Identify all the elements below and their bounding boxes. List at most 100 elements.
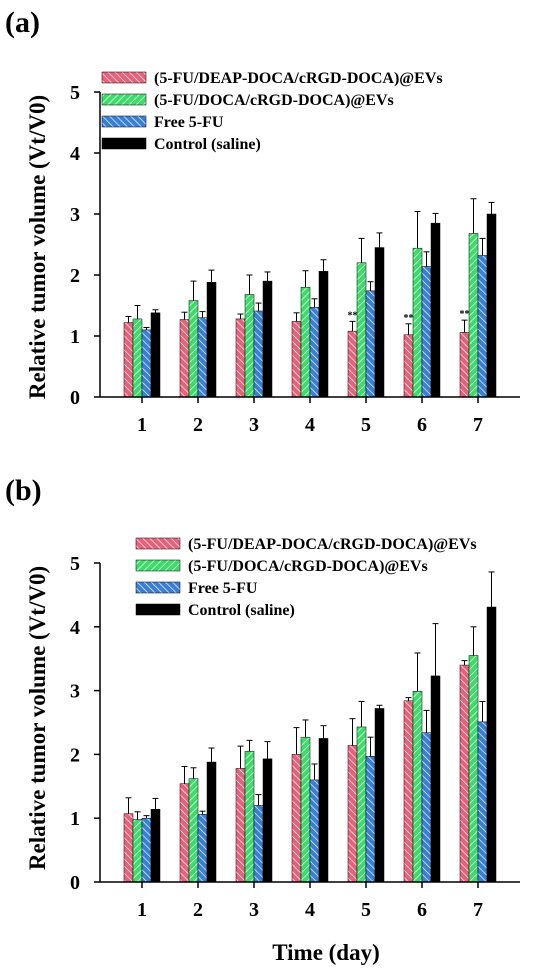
charta-bar-s0-c2 (235, 318, 246, 398)
y-axis-label-b: Relative tumor volume (Vt/V0) (25, 566, 50, 870)
chartb-ytick-label-1: 1 (70, 808, 80, 830)
y-axis-label-a: Relative tumor volume (Vt/V0) (25, 95, 50, 399)
chartb-bar-s3-c6 (486, 606, 497, 883)
chartb-legend-label-2: Free 5-FU (188, 580, 258, 597)
chartb-bar-s2-c6 (477, 721, 488, 883)
charta-ytick-label-3: 3 (70, 204, 80, 226)
chartb-xtick-label-5: 6 (417, 899, 427, 921)
chartb-bar-s3-c1 (206, 761, 217, 883)
plot-b: 0 1 2 3 4 5 1 2 3 4 5 6 7 (5-FU/DEAP-DOCA/cRGD-DOCA)@… (70, 536, 520, 921)
chartb-bar-s0-c3 (291, 754, 302, 883)
charta-ytick-label-4: 4 (70, 143, 80, 165)
chartb-xtick-label-6: 7 (473, 899, 483, 921)
chartb-legend-swatch-0 (135, 537, 181, 550)
chartb-ytick-label-4: 4 (70, 617, 80, 639)
chartb-bar-s2-c3 (309, 779, 320, 883)
chartb-bar-s3-c5 (430, 675, 441, 883)
charta-xtick-label-6: 7 (473, 414, 483, 436)
chartb-legend-label-0: (5-FU/DEAP-DOCA/cRGD-DOCA)@EVs (188, 536, 477, 553)
chartb-legend-swatch-1 (135, 559, 181, 572)
charta-bar-s2-c4 (365, 290, 376, 398)
charta-bar-s2-c3 (309, 307, 320, 398)
charta-bar-s0-c1 (179, 319, 190, 398)
charta-legend-label-1: (5-FU/DOCA/cRGD-DOCA)@EVs (154, 92, 394, 109)
chartb-xtick-label-4: 5 (361, 899, 371, 921)
panel-label-a: (a) (5, 6, 40, 39)
chartb-bar-s1-c3 (300, 736, 311, 883)
charta-bar-s1-c0 (132, 318, 143, 398)
charta-bar-s2-c6 (477, 255, 488, 398)
charta-legend-label-3: Control (saline) (154, 136, 261, 153)
charta-legend-swatch-1 (101, 93, 147, 106)
chartb-xtick-label-3: 4 (305, 899, 315, 921)
chartb-bar-s2-c1 (197, 814, 208, 883)
chartb-bar-s3-c4 (374, 708, 385, 883)
charta-bar-s1-c3 (300, 286, 311, 398)
charta-bar-s3-c0 (150, 312, 161, 398)
charta-bar-s1-c1 (188, 300, 199, 398)
chartb-xtick-label-0: 1 (137, 899, 147, 921)
charta-legend-swatch-2 (101, 115, 147, 128)
charta-bar-s2-c0 (141, 329, 152, 398)
charta-bar-s2-c5 (421, 266, 432, 398)
panel-label-b: (b) (5, 474, 42, 507)
charta-annotation-2: ** (460, 309, 470, 320)
charta-bar-s3-c2 (262, 280, 273, 398)
charta-bar-s3-c1 (206, 282, 217, 398)
charta-ytick-label-0: 0 (70, 387, 80, 409)
charta-xtick-label-3: 4 (305, 414, 315, 436)
chartb-bar-s3-c0 (150, 809, 161, 883)
chartb-legend-swatch-2 (135, 581, 181, 594)
charta-bar-s0-c3 (291, 321, 302, 398)
chartb-bar-s1-c4 (356, 726, 367, 883)
chartb-bar-s0-c5 (403, 700, 414, 883)
chartb-bar-s3-c2 (262, 758, 273, 883)
chartb-bar-s1-c0 (132, 819, 143, 883)
panel-a: (a) Relative tumor volume (Vt/V0) ** ** **… (5, 6, 520, 436)
chartb-bar-s1-c6 (468, 655, 479, 883)
charta-bar-s0-c5 (403, 334, 414, 398)
charta-legend-label-0: (5-FU/DEAP-DOCA/cRGD-DOCA)@EVs (154, 70, 443, 87)
chartb-bar-s1-c2 (244, 750, 255, 883)
chartb-ytick-label-5: 5 (70, 553, 80, 575)
y-axis-label-b-text: Relative tumor volume (Vt/V0) (25, 566, 50, 870)
chartb-legend-swatch-3 (135, 603, 181, 616)
chartb-ytick-label-3: 3 (70, 681, 80, 703)
chartb-bar-s0-c0 (123, 813, 134, 883)
charta-legend-label-2: Free 5-FU (154, 114, 224, 131)
charta-xtick-label-4: 5 (361, 414, 371, 436)
charta-bar-s0-c0 (123, 322, 134, 398)
charta-ytick-label-2: 2 (70, 265, 80, 287)
charta-bar-s3-c4 (374, 247, 385, 398)
chartb-bar-s3-c3 (318, 738, 329, 883)
chartb-ytick-label-0: 0 (70, 872, 80, 894)
chartb-bar-s2-c0 (141, 817, 152, 883)
charta-bar-s0-c4 (347, 330, 358, 398)
chartb-bar-s2-c2 (253, 805, 264, 883)
chartb-bar-s0-c4 (347, 745, 358, 883)
y-axis-label-a-text: Relative tumor volume (Vt/V0) (25, 95, 50, 399)
charta-xtick-label-5: 6 (417, 414, 427, 436)
panel-b: (b) Relative tumor volume (Vt/V0) 0 1 2 3 4 5… (5, 474, 520, 965)
chartb-bar-s2-c5 (421, 732, 432, 883)
chartb-bar-s0-c2 (235, 768, 246, 883)
charta-legend-swatch-3 (101, 137, 147, 150)
charta-bar-s3-c6 (486, 213, 497, 398)
charta-bar-s3-c3 (318, 271, 329, 398)
charta-xtick-label-1: 2 (193, 414, 203, 436)
chartb-bar-s0-c1 (179, 783, 190, 883)
charta-bar-s1-c6 (468, 233, 479, 398)
charta-xtick-label-0: 1 (137, 414, 147, 436)
charta-legend-swatch-0 (101, 71, 147, 84)
chartb-bar-s2-c4 (365, 756, 376, 883)
chartb-legend-label-3: Control (saline) (188, 602, 295, 619)
charta-bar-s1-c5 (412, 247, 423, 398)
charta-xtick-label-2: 3 (249, 414, 259, 436)
charta-bar-s0-c6 (459, 332, 470, 398)
chartb-bar-s0-c6 (459, 664, 470, 883)
charta-annotation-1: ** (404, 313, 414, 324)
charta-bar-s3-c5 (430, 222, 441, 398)
plot-a: ** ** ** 0 1 2 3 4 5 1 2 3 4 5 6 7 (5-FU/DEAP-DOCA/cRGD-… (70, 70, 520, 436)
charta-bar-s2-c1 (197, 317, 208, 398)
